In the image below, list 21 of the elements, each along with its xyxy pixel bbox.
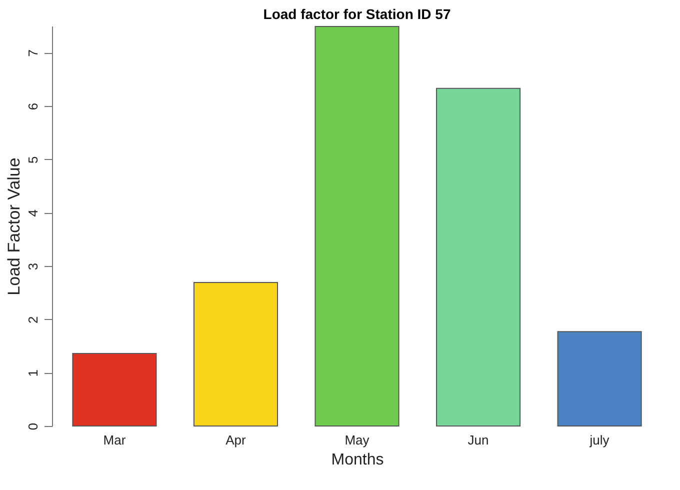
y-tick-label: 6 [26, 102, 40, 110]
x-tick-label: Mar [103, 432, 126, 448]
chart-title: Load factor for Station ID 57 [263, 6, 451, 22]
x-tick-label: May [344, 432, 370, 448]
y-tick-label: 0 [26, 422, 40, 430]
x-tick-label: july [588, 432, 610, 448]
bar [436, 88, 521, 426]
bar [314, 26, 400, 426]
y-tick-label: 2 [26, 316, 40, 324]
y-axis-title: Load Factor Value [4, 158, 24, 296]
y-tick-label: 3 [26, 262, 40, 270]
x-axis-title: Months [331, 452, 384, 468]
y-tick-label: 7 [26, 50, 40, 57]
bar [557, 331, 642, 426]
y-tick-label: 5 [26, 156, 40, 164]
x-tick-label: Jun [468, 432, 489, 448]
x-tick-label: Apr [226, 432, 247, 448]
bar [193, 282, 278, 426]
y-tick-label: 4 [26, 210, 40, 217]
y-tick-label: 1 [26, 370, 40, 377]
bar [72, 352, 157, 426]
